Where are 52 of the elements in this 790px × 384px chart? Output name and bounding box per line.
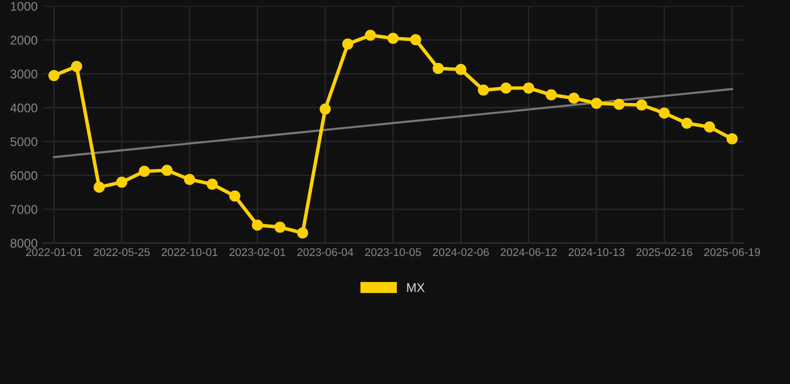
point <box>116 176 128 188</box>
x-tick-label: 2024-06-12 <box>500 248 557 256</box>
point <box>704 121 716 133</box>
point <box>274 222 286 233</box>
point <box>229 190 240 202</box>
point <box>364 30 376 41</box>
y-tick-label: 1000 <box>10 2 38 11</box>
point <box>206 178 218 190</box>
y-tick-label: 2000 <box>10 36 38 45</box>
point <box>184 174 196 185</box>
x-tick-label: 2023-06-04 <box>297 248 354 256</box>
x-tick-label: 2024-02-06 <box>432 248 489 256</box>
point <box>410 34 422 46</box>
x-tick-label: 2025-02-16 <box>636 248 692 256</box>
y-tick-label: 8000 <box>10 238 38 248</box>
point <box>726 133 738 144</box>
point <box>636 99 648 111</box>
point <box>252 220 263 231</box>
x-tick-label: 2024-10-13 <box>568 248 624 256</box>
point <box>658 108 670 119</box>
point <box>320 103 331 115</box>
point <box>546 89 557 100</box>
point <box>48 70 60 82</box>
y-tick-label: 6000 <box>10 171 38 180</box>
x-tick-label: 2025-06-19 <box>704 248 760 256</box>
point <box>500 82 512 94</box>
point <box>161 164 173 176</box>
point <box>614 98 625 110</box>
x-tick-label: 2022-05-25 <box>94 248 150 256</box>
point <box>138 166 150 177</box>
legend-label: MX <box>407 283 425 292</box>
x-tick-label: 2022-10-01 <box>162 248 218 256</box>
x-tick-label: 2023-02-01 <box>230 248 286 256</box>
y-tick-label: 3000 <box>10 70 38 78</box>
point <box>71 60 82 72</box>
y-tick-label: 5000 <box>10 137 38 146</box>
point <box>568 92 580 104</box>
point <box>478 84 489 96</box>
point <box>455 64 466 75</box>
point <box>681 118 692 129</box>
line-series <box>52 88 734 158</box>
x-tick-label: 2022-01-01 <box>26 248 82 256</box>
point <box>297 227 308 238</box>
y-tick-label: 4000 <box>10 103 38 112</box>
y-tick-label: 7000 <box>10 205 38 214</box>
point <box>523 82 534 94</box>
x-tick-label: 2023-10-05 <box>365 248 421 256</box>
point <box>590 98 602 109</box>
point <box>387 32 399 44</box>
point <box>94 182 105 193</box>
point <box>342 38 354 50</box>
point <box>432 62 444 74</box>
